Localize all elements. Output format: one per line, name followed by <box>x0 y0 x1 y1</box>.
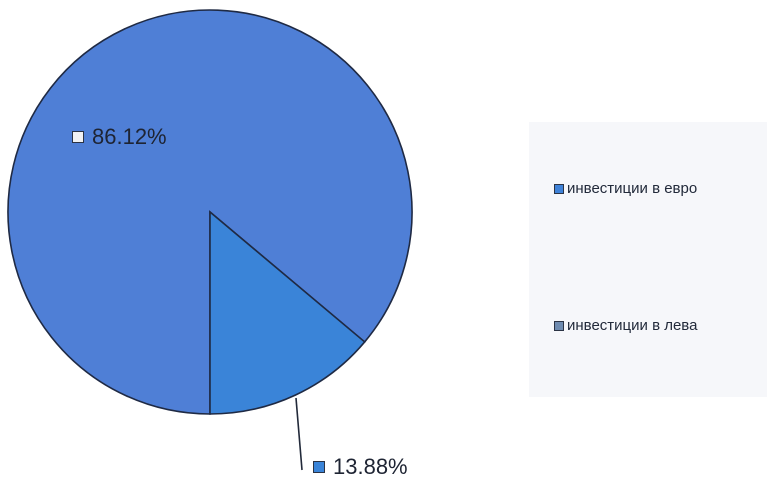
leader-line <box>295 397 303 471</box>
legend: инвестиции в евро инвестиции в лева <box>529 122 767 397</box>
legend-item-euro: инвестиции в евро <box>554 180 697 197</box>
data-label-text: 86.12% <box>92 124 167 149</box>
data-label-swatch <box>313 461 325 473</box>
legend-swatch <box>554 183 564 194</box>
pie-slices <box>7 9 413 415</box>
data-label-text: 13.88% <box>333 454 408 479</box>
legend-label: инвестиции в евро <box>567 180 698 197</box>
legend-item-leva: инвестиции в лева <box>554 317 697 334</box>
data-label-swatch <box>72 131 84 143</box>
legend-label: инвестиции в лева <box>567 317 698 334</box>
data-label-euro: 86.12% <box>72 124 167 150</box>
data-label-leva: 13.88% <box>313 454 408 480</box>
pie-slice-leva <box>209 210 366 415</box>
legend-swatch <box>554 320 564 331</box>
